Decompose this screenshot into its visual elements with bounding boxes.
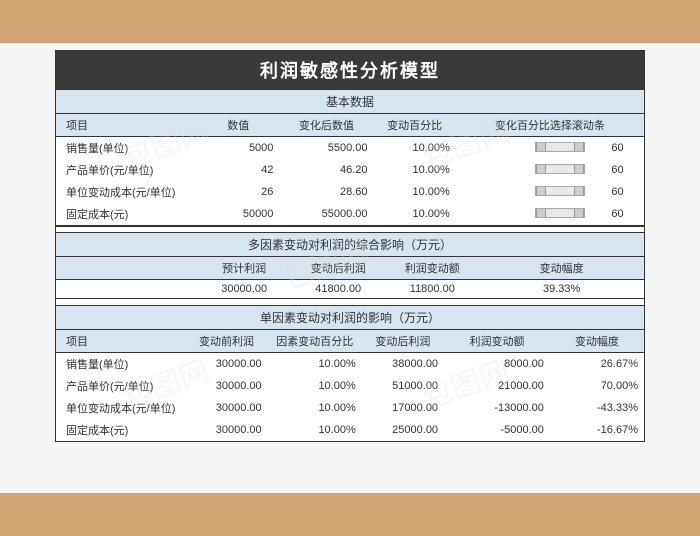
cell-pct3: 10.00% — [268, 397, 362, 419]
col3-1: 变动前利润 — [185, 330, 267, 353]
cell-scrollval: 60 — [591, 137, 644, 160]
table-row: 产品单价(元/单位)30000.0010.00%51000.0021000.00… — [56, 375, 644, 397]
section2-header: 多因素变动对利润的综合影响（万元） — [56, 232, 644, 257]
table-row: 固定成本(元)5000055000.0010.00% 60 — [56, 203, 644, 226]
col3-4: 利润变动额 — [444, 330, 550, 353]
cell-after3: 38000.00 — [362, 353, 444, 376]
cell-range3: -43.33% — [550, 397, 644, 419]
col-label: 项目 — [56, 114, 197, 137]
section3-table: 项目 变动前利润 因素变动百分比 变动后利润 利润变动额 变动幅度 销售量(单位… — [56, 330, 644, 441]
cell-delta3: 8000.00 — [444, 353, 550, 376]
section3-header: 单因素变动对利润的影响（万元） — [56, 305, 644, 330]
section2-table: 预计利润 变动后利润 利润变动额 变动幅度 30000.00 41800.00 … — [56, 257, 644, 299]
col3-5: 变动幅度 — [550, 330, 644, 353]
cell-label: 单位变动成本(元/单位) — [56, 397, 185, 419]
table-row: 销售量(单位)50005500.0010.00% 60 — [56, 137, 644, 160]
cell-after3: 17000.00 — [362, 397, 444, 419]
col-est: 预计利润 — [197, 257, 291, 280]
cell-after: 28.60 — [279, 181, 373, 203]
cell-label: 产品单价(元/单位) — [56, 375, 185, 397]
section1-table: 项目 数值 变化后数值 变动百分比 变化百分比选择滚动条 销售量(单位)5000… — [56, 114, 644, 226]
col-after2: 变动后利润 — [291, 257, 385, 280]
table-row: 单位变动成本(元/单位)30000.0010.00%17000.00-13000… — [56, 397, 644, 419]
cell-scrollbar[interactable] — [456, 181, 591, 203]
cell-est: 30000.00 — [197, 280, 291, 299]
cell-pct3: 10.00% — [268, 419, 362, 441]
section2-data-row: 30000.00 41800.00 11800.00 39.33% — [56, 280, 644, 299]
table-row: 固定成本(元)30000.0010.00%25000.00-5000.00-16… — [56, 419, 644, 441]
table-row: 产品单价(元/单位)4246.2010.00% 60 — [56, 159, 644, 181]
col-pct: 变动百分比 — [374, 114, 456, 137]
cell-pct: 10.00% — [374, 137, 456, 160]
cell-pct3: 10.00% — [268, 375, 362, 397]
cell-label: 固定成本(元) — [56, 203, 197, 226]
cell-label: 固定成本(元) — [56, 419, 185, 441]
cell-before: 30000.00 — [185, 353, 267, 376]
cell-pct: 10.00% — [374, 181, 456, 203]
section1-header: 基本数据 — [56, 89, 644, 114]
cell-before: 30000.00 — [185, 419, 267, 441]
cell-range3: -16.67% — [550, 419, 644, 441]
spreadsheet-container: 利润敏感性分析模型 基本数据 项目 数值 变化后数值 变动百分比 变化百分比选择… — [55, 50, 645, 442]
cell-after3: 51000.00 — [362, 375, 444, 397]
cell-pct: 10.00% — [374, 159, 456, 181]
cell-after: 5500.00 — [279, 137, 373, 160]
cell-before: 30000.00 — [185, 397, 267, 419]
cell-after3: 25000.00 — [362, 419, 444, 441]
cell-label: 销售量(单位) — [56, 353, 185, 376]
section1-header-row: 项目 数值 变化后数值 变动百分比 变化百分比选择滚动条 — [56, 114, 644, 137]
cell-delta2: 11800.00 — [385, 280, 479, 299]
cell-label: 销售量(单位) — [56, 137, 197, 160]
cell-scrollbar[interactable] — [456, 137, 591, 160]
cell-pct3: 10.00% — [268, 353, 362, 376]
cell-scrollval: 60 — [591, 159, 644, 181]
cell-val: 50000 — [197, 203, 279, 226]
title-bar: 利润敏感性分析模型 — [56, 51, 644, 89]
col3-0: 项目 — [56, 330, 185, 353]
cell-label: 单位变动成本(元/单位) — [56, 181, 197, 203]
cell-scrollbar[interactable] — [456, 159, 591, 181]
col-val: 数值 — [197, 114, 279, 137]
cell-after: 55000.00 — [279, 203, 373, 226]
cell-range3: 26.67% — [550, 353, 644, 376]
cell-scrollbar[interactable] — [456, 203, 591, 226]
cell-delta3: 21000.00 — [444, 375, 550, 397]
cell-scrollval: 60 — [591, 203, 644, 226]
col-scroll: 变化百分比选择滚动条 — [456, 114, 644, 137]
section3-header-row: 项目 变动前利润 因素变动百分比 变动后利润 利润变动额 变动幅度 — [56, 330, 644, 353]
cell-val: 5000 — [197, 137, 279, 160]
cell-scrollval: 60 — [591, 181, 644, 203]
cell-val: 42 — [197, 159, 279, 181]
cell-before: 30000.00 — [185, 375, 267, 397]
col-range: 变动幅度 — [479, 257, 644, 280]
cell-delta3: -5000.00 — [444, 419, 550, 441]
cell-delta3: -13000.00 — [444, 397, 550, 419]
cell-after: 46.20 — [279, 159, 373, 181]
cell-val: 26 — [197, 181, 279, 203]
section2-header-row: 预计利润 变动后利润 利润变动额 变动幅度 — [56, 257, 644, 280]
col3-3: 变动后利润 — [362, 330, 444, 353]
col3-2: 因素变动百分比 — [268, 330, 362, 353]
cell-range2: 39.33% — [479, 280, 644, 299]
cell-after2: 41800.00 — [291, 280, 385, 299]
col-delta: 利润变动额 — [385, 257, 479, 280]
cell-range3: 70.00% — [550, 375, 644, 397]
cell-pct: 10.00% — [374, 203, 456, 226]
table-row: 销售量(单位)30000.0010.00%38000.008000.0026.6… — [56, 353, 644, 376]
col-after: 变化后数值 — [279, 114, 373, 137]
table-row: 单位变动成本(元/单位)2628.6010.00% 60 — [56, 181, 644, 203]
cell-label: 产品单价(元/单位) — [56, 159, 197, 181]
